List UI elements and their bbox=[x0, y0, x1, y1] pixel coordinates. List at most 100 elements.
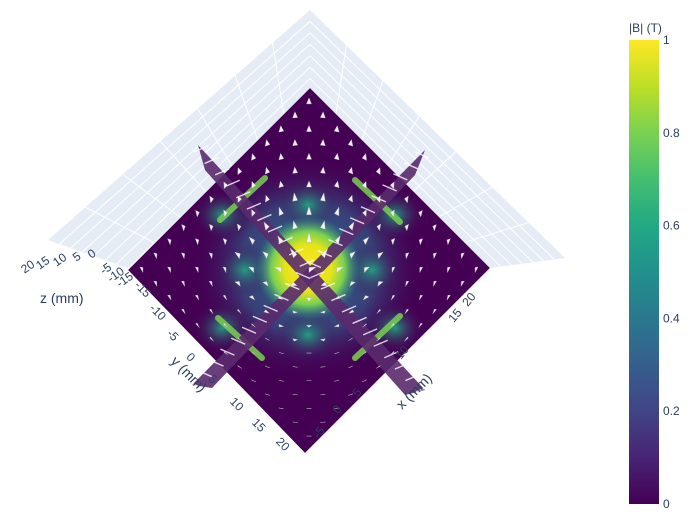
grid-line bbox=[234, 75, 259, 142]
cone-glyph bbox=[319, 310, 326, 314]
cone-glyph bbox=[362, 351, 367, 355]
cone-glyph bbox=[248, 236, 256, 246]
cone-glyph bbox=[306, 152, 312, 160]
cone-glyph bbox=[265, 393, 270, 396]
cone-glyph bbox=[433, 252, 437, 260]
cone-glyph bbox=[264, 139, 271, 147]
cone-glyph bbox=[262, 281, 269, 287]
cone-glyph bbox=[305, 325, 313, 328]
cone-glyph bbox=[404, 308, 410, 314]
colorbar-tick-label: 0 bbox=[663, 497, 670, 511]
cone-glyph bbox=[334, 352, 340, 355]
grid-line bbox=[360, 80, 384, 142]
cone-glyph bbox=[237, 337, 242, 342]
cone-glyph bbox=[265, 194, 270, 203]
cone-glyph bbox=[237, 364, 242, 369]
plane-streak bbox=[220, 348, 235, 356]
cone-glyph bbox=[208, 252, 213, 260]
z-axis-title: z (mm) bbox=[40, 290, 84, 306]
cone-glyph bbox=[348, 194, 353, 203]
grid-line bbox=[335, 45, 347, 116]
cone-glyph bbox=[222, 238, 227, 246]
cone-glyph bbox=[237, 167, 243, 175]
cone-glyph bbox=[361, 180, 367, 189]
cone-glyph bbox=[348, 337, 353, 341]
plane-streak bbox=[230, 337, 246, 345]
cone-glyph bbox=[320, 281, 329, 287]
cone-glyph bbox=[208, 308, 214, 314]
cone-glyph bbox=[306, 205, 312, 215]
cone-glyph bbox=[347, 139, 354, 147]
cone-glyph bbox=[389, 181, 395, 190]
cone-glyph bbox=[334, 180, 340, 189]
plane-streak bbox=[352, 316, 367, 325]
cone-glyph bbox=[418, 322, 423, 328]
cone-glyph bbox=[362, 295, 370, 301]
scene-pane-left bbox=[48, 10, 310, 268]
scene-background bbox=[48, 10, 565, 268]
cone-glyph bbox=[153, 280, 158, 287]
cone-glyph bbox=[263, 221, 270, 231]
cone-glyphs bbox=[139, 97, 479, 437]
cone-glyph bbox=[320, 138, 326, 146]
cone-glyph bbox=[248, 295, 256, 301]
cone-glyph bbox=[194, 295, 200, 301]
cone-glyph bbox=[306, 97, 312, 105]
colorbar-tick-label: 0.8 bbox=[663, 126, 680, 140]
cone-glyph bbox=[278, 379, 284, 382]
cone-glyph bbox=[308, 266, 317, 273]
cone-glyph bbox=[334, 295, 341, 300]
grid-line bbox=[438, 186, 493, 218]
cone-glyph bbox=[277, 235, 284, 245]
plane-streak bbox=[285, 282, 300, 291]
plane-streak bbox=[320, 282, 336, 290]
plane-streak bbox=[414, 151, 430, 159]
cone-glyph bbox=[264, 166, 271, 175]
plane-streak bbox=[263, 304, 278, 312]
plane-streak bbox=[341, 305, 357, 313]
z-tick-label: 10 bbox=[50, 250, 69, 269]
grid-line bbox=[309, 21, 555, 260]
plane-streak bbox=[241, 326, 257, 334]
plane-streak bbox=[382, 184, 397, 192]
grid-line bbox=[85, 206, 155, 244]
cone-glyph bbox=[181, 252, 185, 260]
cone-glyph bbox=[222, 295, 227, 301]
cone-glyph bbox=[292, 138, 298, 146]
cone-glyph bbox=[320, 366, 326, 368]
plane-streak bbox=[267, 225, 283, 233]
plane-streak bbox=[415, 385, 431, 393]
cone-glyph bbox=[289, 247, 298, 259]
cone-glyph bbox=[251, 180, 257, 189]
plane-streak bbox=[193, 145, 209, 153]
cone-glyph bbox=[460, 280, 465, 287]
cone-glyph bbox=[376, 364, 381, 369]
grid-line bbox=[272, 42, 285, 116]
cone-glyph bbox=[333, 125, 340, 133]
plane-streak bbox=[246, 202, 262, 210]
cone-glyph bbox=[292, 366, 298, 368]
colorbar-ticks: 0 0.2 0.4 0.6 0.8 1 bbox=[663, 33, 680, 511]
cone-glyph bbox=[195, 238, 200, 246]
cone-glyph bbox=[251, 209, 256, 217]
cone-glyph bbox=[405, 252, 410, 260]
cone-glyph bbox=[376, 309, 382, 314]
cone-glyph bbox=[209, 336, 214, 342]
cone-glyph bbox=[209, 223, 214, 232]
cone-glyph bbox=[361, 153, 367, 161]
field-spot bbox=[278, 309, 338, 361]
cone-glyph bbox=[404, 336, 409, 342]
field-spot bbox=[365, 302, 425, 354]
cone-glyph bbox=[195, 322, 200, 328]
colorbar-tick-label: 0.6 bbox=[663, 219, 680, 233]
cone-glyph bbox=[362, 323, 367, 328]
cone-glyph bbox=[418, 295, 424, 301]
cone-glyph bbox=[349, 251, 356, 260]
cone-glyph bbox=[277, 295, 284, 300]
plane-streak bbox=[187, 381, 203, 389]
grid-line bbox=[309, 32, 544, 262]
plane-streak bbox=[252, 315, 268, 323]
cone-glyph bbox=[306, 232, 312, 243]
y-tick-label: 10 bbox=[227, 394, 247, 414]
